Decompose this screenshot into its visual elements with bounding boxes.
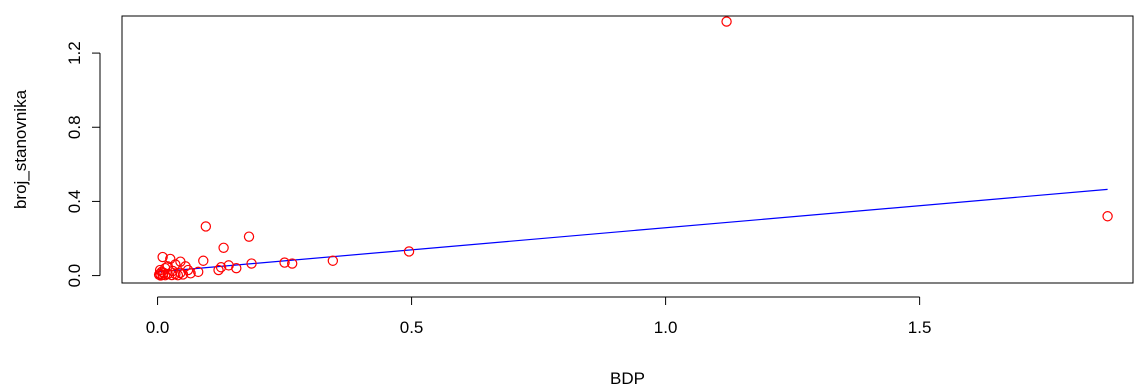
data-point (177, 269, 189, 280)
data-point (157, 251, 168, 263)
y-tick-label: 0.8 (65, 115, 84, 139)
data-point (193, 266, 204, 278)
data-point (721, 16, 732, 27)
data-point (218, 242, 229, 253)
data-point (279, 257, 290, 268)
data-point (243, 231, 255, 242)
data-point (166, 269, 177, 281)
y-tick-label: 0.4 (65, 190, 84, 214)
data-point (155, 270, 166, 281)
x-tick-label: 0.0 (146, 318, 170, 337)
x-tick-label: 1.0 (654, 318, 678, 337)
y-tick-label: 0.0 (65, 264, 84, 288)
x-axis: 0.0 0.5 1.0 1.5 (146, 296, 932, 337)
data-point (231, 262, 242, 274)
data-point (213, 264, 224, 276)
data-point (1102, 211, 1113, 222)
y-axis-title: broj_stanovnika (11, 89, 30, 209)
data-point (286, 258, 298, 269)
regression-line (157, 188, 1108, 273)
data-point (159, 270, 171, 281)
data-point (403, 246, 415, 257)
plot-frame (121, 15, 1134, 284)
data-point (327, 255, 339, 266)
x-tick-label: 1.5 (908, 318, 932, 337)
data-point (200, 221, 212, 232)
x-axis-title: BDP (610, 369, 645, 388)
y-axis: 0.0 0.4 0.8 1.2 (65, 41, 101, 288)
data-point (198, 255, 209, 266)
y-tick-label: 1.2 (65, 41, 84, 65)
x-tick-label: 0.5 (400, 318, 424, 337)
data-point (215, 262, 227, 273)
plot-area (121, 15, 1134, 284)
data-point (172, 270, 184, 281)
data-point (223, 260, 234, 271)
data-point (246, 258, 257, 269)
data-point (185, 268, 196, 279)
